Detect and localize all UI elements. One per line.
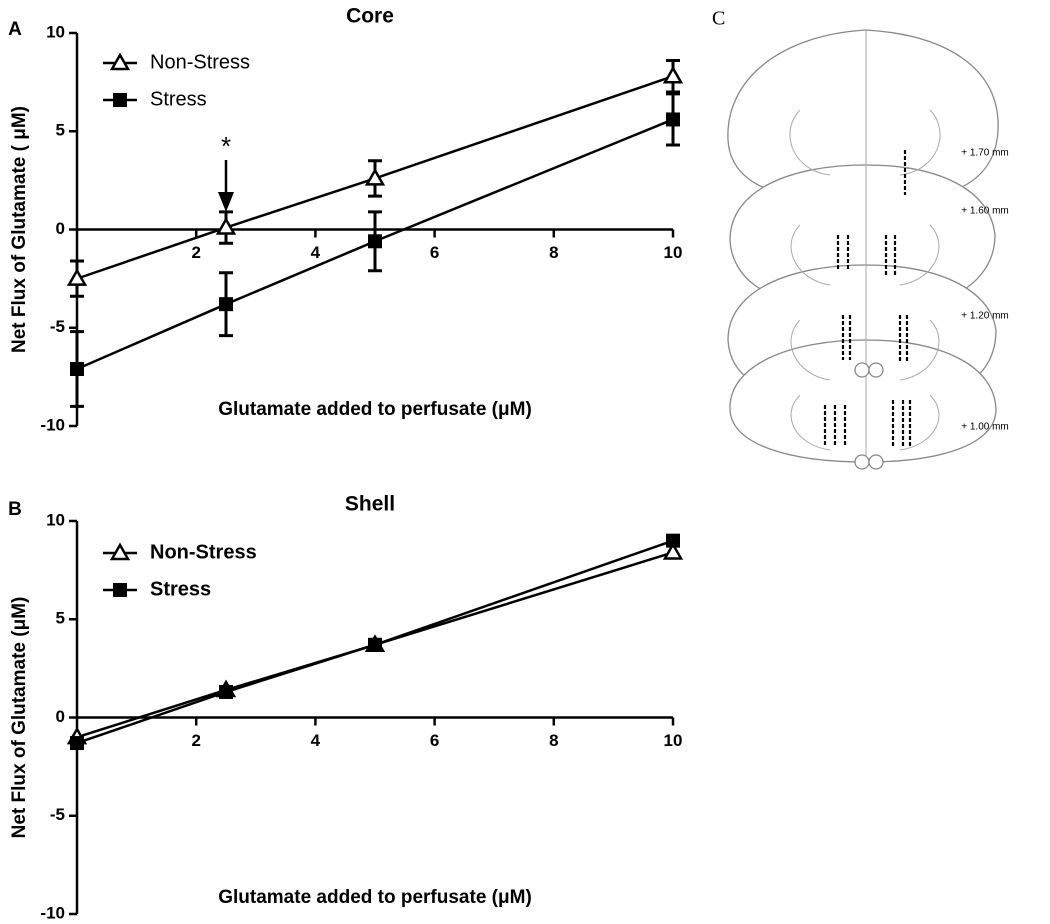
level-label: + 1.60 mm [961, 206, 1009, 217]
x-axis-label: Glutamate added to perfusate (μM) [218, 887, 532, 908]
y-tick-label: 0 [56, 219, 65, 238]
y-tick-label: 5 [56, 609, 65, 628]
legend-marker [113, 583, 127, 597]
panel-label: A [8, 19, 22, 40]
chart: Core A Glutamate added to perfusate (μM) Ne… [8, 5, 684, 434]
level-label: + 1.20 mm [961, 311, 1009, 322]
brain-structure [868, 362, 884, 378]
level-label: + 1.00 mm [961, 422, 1009, 433]
x-tick-label: 4 [311, 731, 321, 750]
marker [364, 167, 386, 186]
brain-structure [789, 109, 941, 451]
series-line [76, 539, 674, 745]
legend-label: Stress [150, 88, 207, 110]
legend-label: Stress [150, 578, 211, 600]
marker [368, 234, 382, 249]
y-tick-label: -5 [50, 317, 65, 336]
brain-structure [854, 362, 870, 378]
marker [70, 736, 84, 751]
marker [66, 268, 88, 286]
y-tick-label: 5 [56, 121, 65, 140]
marker [662, 65, 684, 84]
x-tick-label: 8 [549, 243, 558, 262]
x-tick-label: 10 [664, 731, 683, 750]
marker [219, 297, 233, 312]
x-tick-label: 8 [549, 731, 558, 750]
panel-label: C [712, 8, 725, 30]
annotation: * [221, 131, 231, 161]
y-axis-label: Net Flux of Glutamate ( μM) [9, 106, 30, 353]
chart: Shell B Glutamate added to perfusate (μM) N… [8, 493, 684, 922]
x-tick-label: 10 [664, 243, 683, 262]
brain-section [729, 339, 997, 463]
series-line [76, 75, 674, 280]
brain-structure [854, 454, 870, 470]
brain-structure [868, 454, 884, 470]
marker [662, 541, 684, 560]
y-tick-label: 0 [56, 707, 65, 726]
x-tick-label: 6 [430, 243, 439, 262]
annotation-arrowhead [218, 192, 234, 212]
chart-title: Core [346, 5, 394, 28]
y-tick-label: 10 [46, 22, 65, 41]
panel-c: C + 1.70 mm + 1.60 mm + 1.20 mm + 1.00 m… [712, 8, 1009, 470]
marker [368, 637, 382, 652]
y-axis-label: Net Flux of Glutamate (μM) [9, 597, 30, 839]
y-tick-label: -10 [40, 903, 65, 922]
y-tick-label: 10 [46, 510, 65, 529]
marker [70, 362, 84, 377]
x-tick-label: 6 [430, 731, 439, 750]
marker [219, 684, 233, 699]
marker [215, 217, 237, 235]
legend-marker [109, 52, 131, 71]
chart-title: Shell [345, 493, 395, 516]
x-tick-label: 4 [311, 243, 321, 262]
level-label: + 1.70 mm [961, 148, 1009, 159]
x-tick-label: 2 [191, 243, 200, 262]
legend-marker [113, 93, 127, 107]
legend-label: Non-Stress [150, 51, 250, 73]
x-axis-label: Glutamate added to perfusate (μM) [218, 399, 532, 420]
y-tick-label: -5 [50, 805, 65, 824]
probe-placements [823, 150, 912, 448]
x-tick-label: 2 [191, 731, 200, 750]
panel-label: B [8, 499, 22, 520]
marker [666, 112, 680, 127]
y-tick-label: -10 [40, 415, 65, 434]
legend-marker [109, 542, 131, 561]
marker [666, 533, 680, 548]
legend-label: Non-Stress [150, 541, 257, 563]
series-line [76, 118, 674, 371]
